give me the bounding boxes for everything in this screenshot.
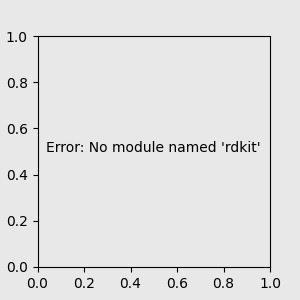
Text: Error: No module named 'rdkit': Error: No module named 'rdkit' <box>46 140 261 154</box>
